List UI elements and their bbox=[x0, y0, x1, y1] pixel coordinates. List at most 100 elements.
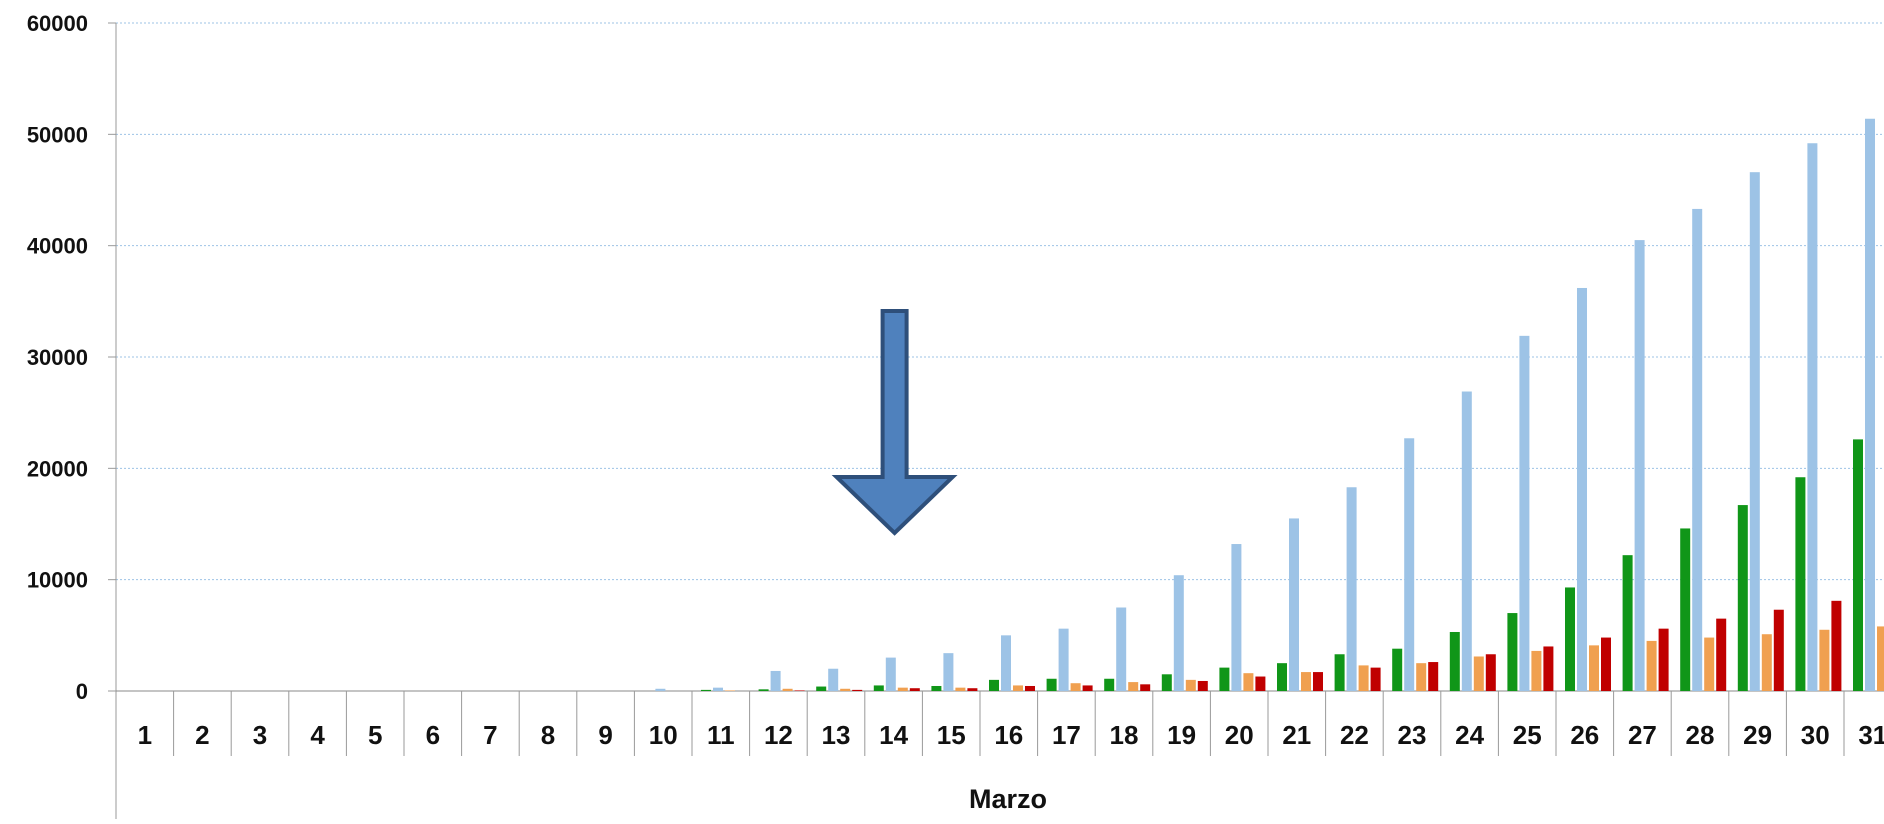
x-tick-label: 26 bbox=[1570, 720, 1599, 750]
x-tick-label: 4 bbox=[310, 720, 325, 750]
x-tick-label: 27 bbox=[1628, 720, 1657, 750]
axes bbox=[108, 22, 1884, 819]
bar-series-3-day-30 bbox=[1819, 629, 1830, 691]
bar-series-1-day-16 bbox=[989, 679, 999, 691]
annotation bbox=[831, 309, 958, 536]
bar-series-3-day-22 bbox=[1358, 665, 1369, 691]
bar-series-2-day-19 bbox=[1173, 575, 1184, 691]
x-tick-label: 6 bbox=[426, 720, 440, 750]
bar-series-1-day-12 bbox=[758, 689, 769, 691]
bar-series-2-day-22 bbox=[1346, 487, 1357, 691]
bar-series-1-day-24 bbox=[1449, 631, 1460, 691]
x-tick-label: 29 bbox=[1743, 720, 1772, 750]
x-tick-label: 25 bbox=[1513, 720, 1542, 750]
bar-series-4-day-20 bbox=[1255, 676, 1266, 691]
y-tick-label: 60000 bbox=[27, 11, 88, 36]
x-tick-label: 17 bbox=[1052, 720, 1081, 750]
bar-series-2-day-13 bbox=[828, 668, 839, 691]
x-tick-label: 31 bbox=[1858, 720, 1884, 750]
bar-series-1-day-26 bbox=[1565, 587, 1575, 691]
bar-series-1-day-21 bbox=[1277, 663, 1287, 691]
bar-series-3-day-21 bbox=[1301, 672, 1311, 691]
bar-series-3-day-15 bbox=[955, 687, 966, 691]
bar-series-2-day-27 bbox=[1634, 240, 1645, 691]
bar-series-4-day-14 bbox=[909, 688, 920, 691]
bar-series-2-day-30 bbox=[1807, 143, 1818, 692]
y-tick-label: 0 bbox=[76, 679, 88, 704]
bar-series-4-day-16 bbox=[1025, 685, 1035, 691]
bar-series-1-day-25 bbox=[1507, 613, 1518, 691]
y-tick-label: 20000 bbox=[27, 456, 88, 481]
y-tick-label: 10000 bbox=[27, 568, 88, 593]
bar-series-4-day-28 bbox=[1716, 618, 1727, 691]
bar-series-1-day-13 bbox=[816, 686, 827, 691]
bar-series-4-day-12 bbox=[794, 690, 805, 691]
bar-series-3-day-18 bbox=[1128, 682, 1139, 691]
y-tick-label: 50000 bbox=[27, 122, 88, 147]
bar-series-3-day-19 bbox=[1185, 679, 1196, 691]
bar-series-4-day-26 bbox=[1601, 637, 1611, 691]
x-tick-label: 22 bbox=[1340, 720, 1369, 750]
bar-series-3-day-28 bbox=[1704, 637, 1715, 691]
bars bbox=[655, 118, 1884, 692]
bar-series-2-day-21 bbox=[1289, 518, 1299, 691]
bar-series-1-day-22 bbox=[1334, 654, 1345, 691]
bar-series-4-day-27 bbox=[1658, 628, 1669, 691]
bar-series-1-day-23 bbox=[1392, 648, 1403, 691]
bar-series-1-day-27 bbox=[1622, 555, 1633, 691]
x-tick-label: 30 bbox=[1801, 720, 1830, 750]
bar-series-4-day-18 bbox=[1140, 684, 1151, 691]
x-tick-label: 19 bbox=[1167, 720, 1196, 750]
bar-series-2-day-29 bbox=[1749, 172, 1760, 692]
bar-series-2-day-10 bbox=[655, 688, 666, 691]
bar-series-1-day-29 bbox=[1737, 505, 1748, 691]
bar-series-4-day-29 bbox=[1773, 609, 1784, 691]
bar-series-1-day-17 bbox=[1046, 678, 1057, 691]
bar-series-2-day-28 bbox=[1692, 208, 1703, 691]
bar-series-4-day-22 bbox=[1370, 667, 1381, 691]
x-tick-label: 14 bbox=[879, 720, 908, 750]
bar-series-1-day-18 bbox=[1104, 678, 1115, 691]
bar-series-2-day-24 bbox=[1461, 391, 1472, 691]
bar-series-3-day-29 bbox=[1761, 634, 1772, 691]
bar-series-4-day-25 bbox=[1543, 646, 1554, 691]
bar-series-1-day-19 bbox=[1161, 674, 1172, 691]
gridlines bbox=[116, 22, 1884, 581]
x-tick-label: 9 bbox=[598, 720, 612, 750]
bar-series-3-day-20 bbox=[1243, 673, 1254, 691]
bar-series-2-day-17 bbox=[1058, 628, 1069, 691]
x-tick-label: 16 bbox=[994, 720, 1023, 750]
x-tick-label: 15 bbox=[937, 720, 966, 750]
x-tick-label: 24 bbox=[1455, 720, 1484, 750]
y-tick-label: 30000 bbox=[27, 345, 88, 370]
x-axis-title: Marzo bbox=[969, 784, 1047, 814]
down-arrow-icon bbox=[831, 309, 958, 536]
bar-series-3-day-27 bbox=[1646, 640, 1657, 691]
bar-series-3-day-26 bbox=[1589, 645, 1599, 691]
bar-series-2-day-20 bbox=[1231, 544, 1242, 691]
bar-series-2-day-23 bbox=[1404, 438, 1415, 691]
bar-series-1-day-30 bbox=[1795, 477, 1806, 691]
bar-series-4-day-15 bbox=[967, 688, 978, 691]
bar-series-3-day-11 bbox=[725, 690, 735, 691]
bar-series-3-day-14 bbox=[897, 687, 908, 691]
bar-series-4-day-30 bbox=[1831, 600, 1842, 691]
bar-series-3-day-24 bbox=[1473, 656, 1484, 691]
y-tick-label: 40000 bbox=[27, 234, 88, 259]
x-tick-label: 2 bbox=[195, 720, 209, 750]
bar-series-2-day-31 bbox=[1865, 118, 1875, 692]
bar-series-2-day-16 bbox=[1001, 635, 1011, 691]
bar-series-2-day-15 bbox=[943, 653, 954, 691]
bar-series-1-day-15 bbox=[931, 685, 942, 691]
x-tick-label: 28 bbox=[1686, 720, 1715, 750]
x-tick-label: 13 bbox=[822, 720, 851, 750]
x-tick-label: 21 bbox=[1282, 720, 1311, 750]
x-tick-label: 10 bbox=[649, 720, 678, 750]
bar-series-3-day-17 bbox=[1070, 683, 1081, 691]
bar-series-2-day-26 bbox=[1577, 287, 1587, 691]
bar-series-1-day-20 bbox=[1219, 667, 1230, 691]
bar-series-4-day-23 bbox=[1428, 662, 1439, 691]
x-tick-label: 7 bbox=[483, 720, 497, 750]
bar-series-4-day-21 bbox=[1313, 672, 1323, 691]
x-tick-label: 12 bbox=[764, 720, 793, 750]
